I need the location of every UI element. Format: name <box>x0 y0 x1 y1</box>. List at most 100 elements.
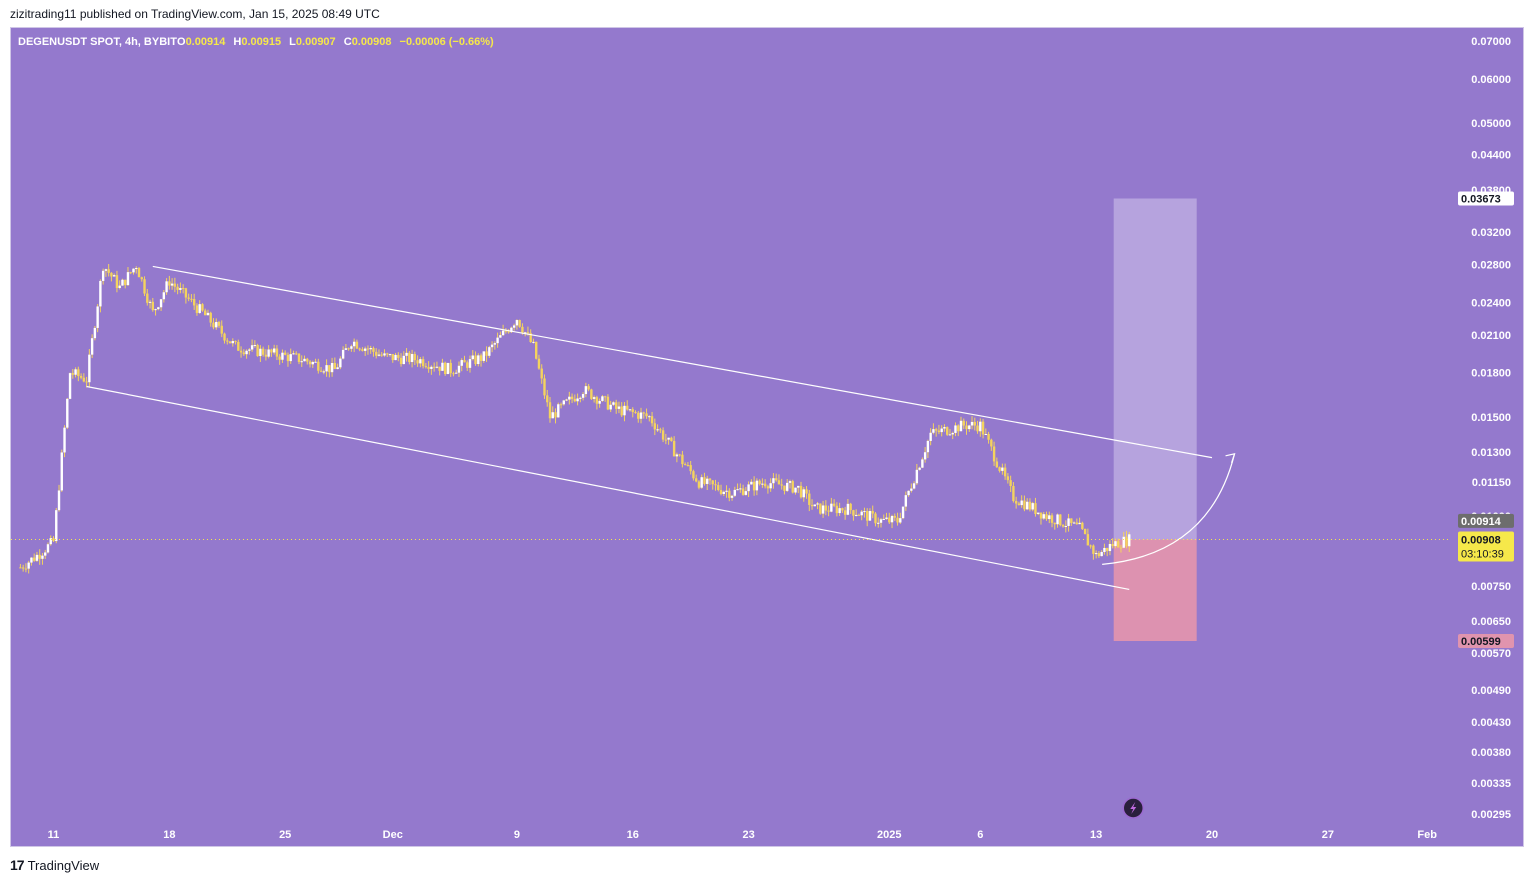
candle-body <box>457 365 461 373</box>
candle-body <box>275 348 279 357</box>
candle-body <box>852 510 855 516</box>
x-tick-label: 11 <box>48 829 60 841</box>
y-tick-label: 0.01800 <box>1471 368 1511 380</box>
candle-body <box>121 279 124 286</box>
candle-body <box>281 352 284 360</box>
channel-upper-line[interactable] <box>152 265 1213 459</box>
candle-body <box>267 349 270 357</box>
candle-body <box>957 425 960 432</box>
candle-body <box>535 341 538 359</box>
candle-body <box>639 412 643 419</box>
candle-body <box>19 567 22 569</box>
y-tick-label: 0.06000 <box>1471 74 1511 86</box>
candle-body <box>733 489 737 496</box>
candle-body <box>612 402 615 405</box>
candle-body <box>518 320 521 327</box>
candle-body <box>824 505 828 511</box>
candle-body <box>438 366 441 371</box>
candle-body <box>135 268 138 270</box>
candle-body <box>421 359 425 367</box>
candle-body <box>68 373 72 399</box>
candle-body <box>948 434 952 436</box>
y-tick-label: 0.00430 <box>1471 717 1511 729</box>
candle-body <box>642 412 645 414</box>
candle-body <box>979 421 982 432</box>
candle-body <box>443 362 447 375</box>
ohlc-open: 0.00914 <box>186 36 227 48</box>
candle-body <box>165 281 168 293</box>
tradingview-logo-icon[interactable]: 17 <box>10 857 25 873</box>
candle-body <box>797 485 800 488</box>
candle-body <box>388 354 392 356</box>
x-tick-label: 9 <box>514 829 520 841</box>
candle-body <box>336 367 339 369</box>
candle-body <box>1078 522 1081 525</box>
y-tick-label: 0.00490 <box>1471 685 1511 697</box>
candle-body <box>866 511 869 521</box>
candle-body <box>272 348 276 353</box>
candle-body <box>187 297 190 299</box>
y-tick-label: 0.00335 <box>1471 778 1511 790</box>
candle-body <box>333 362 337 369</box>
candle-body <box>372 348 375 352</box>
candle-body <box>628 409 632 411</box>
candle-body <box>901 506 905 519</box>
target-zone[interactable] <box>1113 198 1197 540</box>
candle-body <box>432 366 436 368</box>
candle-body <box>659 429 662 431</box>
candle-body <box>554 412 557 418</box>
candle-body <box>692 471 695 479</box>
candle-body <box>744 491 748 495</box>
candle-body <box>653 423 657 430</box>
candle-body <box>490 344 494 348</box>
candle-body <box>369 348 372 350</box>
candle-body <box>35 554 39 561</box>
candle-body <box>1050 515 1054 523</box>
candle-body <box>397 354 400 358</box>
stop-zone[interactable] <box>1113 539 1197 641</box>
candle-body <box>49 538 52 545</box>
symbol-title[interactable]: DEGENUSDT SPOT, 4h, BYBIT <box>18 36 177 48</box>
candle-body <box>212 322 215 328</box>
candle-body <box>700 477 703 488</box>
candle-body <box>339 358 342 368</box>
projection-arrow[interactable] <box>1102 453 1236 565</box>
footer: 17 TradingView <box>10 857 99 873</box>
y-tick-label: 0.07000 <box>1471 36 1511 48</box>
candle-body <box>802 489 805 498</box>
candle-body <box>427 367 430 369</box>
candle-body <box>110 272 113 277</box>
candle-body <box>215 322 218 328</box>
candle-body <box>1061 525 1065 527</box>
candle-body <box>592 397 596 399</box>
candle-body <box>943 427 946 429</box>
y-tick-label: 0.01150 <box>1472 477 1511 489</box>
chart-panel[interactable]: 0.07000 0.06000 0.05000 0.04400 0.03800 0.032… <box>10 27 1524 847</box>
candle-body <box>419 359 422 364</box>
candle-body <box>940 428 943 433</box>
candle-body <box>471 355 474 360</box>
candle-body <box>129 272 132 274</box>
candle-body <box>973 421 976 426</box>
candle-body <box>772 478 775 484</box>
candle-body <box>794 487 797 493</box>
candle-body <box>601 396 604 401</box>
candle-body <box>479 355 483 361</box>
candle-body <box>1100 552 1103 557</box>
candle-body <box>661 430 665 440</box>
channel-lower-line[interactable] <box>86 385 1130 591</box>
candle-body <box>195 305 199 313</box>
candle-body <box>154 309 157 311</box>
candle-body <box>184 288 188 298</box>
candle-body <box>752 481 756 491</box>
x-tick-label: 23 <box>742 829 754 841</box>
candle-series <box>19 263 1131 574</box>
candle-body <box>226 340 229 342</box>
candle-body <box>623 405 626 416</box>
price-chart[interactable]: 0.070000.060000.050000.044000.038000.032… <box>11 28 1523 846</box>
candle-body <box>959 420 963 432</box>
candle-body <box>1108 543 1112 552</box>
footer-brand[interactable]: TradingView <box>27 857 100 873</box>
y-tick-label: 0.02400 <box>1471 297 1511 309</box>
candle-body <box>598 400 601 404</box>
